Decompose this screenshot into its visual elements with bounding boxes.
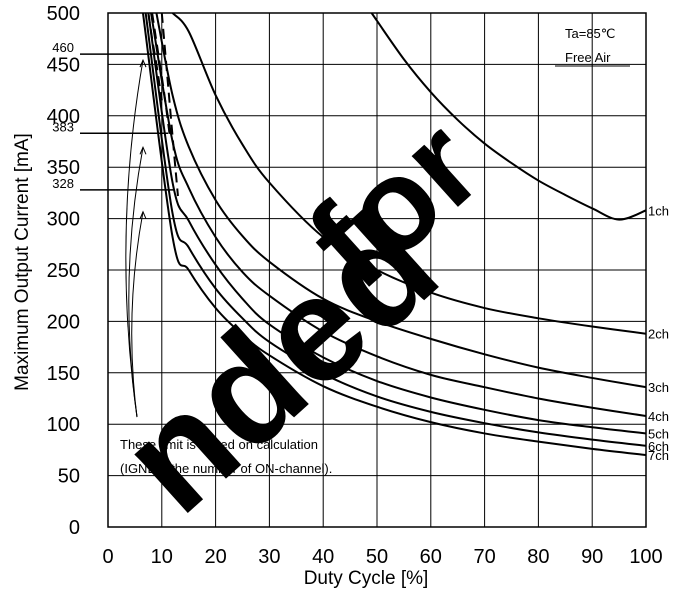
annotations: Ta=85℃ Free Air These limit is based on …	[12, 26, 669, 589]
condition-air: Free Air	[565, 50, 611, 65]
series-line-5ch	[147, 13, 646, 435]
condition-temp: Ta=85℃	[565, 26, 615, 41]
x-axis-title: Duty Cycle [%]	[304, 568, 429, 589]
note-line-1: These limit is based on calculation	[120, 437, 318, 452]
limit-arrowhead	[139, 58, 147, 68]
series-line-3ch	[155, 13, 646, 389]
limit-arrowhead	[139, 146, 147, 155]
x-tick-label: 50	[366, 546, 388, 568]
x-tick-label: 80	[527, 546, 549, 568]
y-axis-title: Maximum Output Current [mA]	[12, 133, 33, 391]
y-tick-label: 400	[47, 106, 80, 128]
series-label-3ch: 3ch	[648, 380, 669, 395]
series-label-5ch: 5ch	[648, 426, 669, 441]
x-tick-label: 60	[420, 546, 442, 568]
note-line-2: (IGND ÷ the number of ON-channel).	[120, 461, 332, 476]
limit-value-label: 460	[52, 40, 74, 55]
y-tick-label: 150	[47, 363, 80, 385]
tick-labels: 0 10 20 30 40 50 60 70 80 90 100 0 50 100 150 200 250 300…	[47, 3, 663, 568]
limit-value-label: 383	[52, 119, 74, 134]
series-label-6ch: 6ch	[648, 439, 669, 454]
limit-arrow	[131, 211, 144, 418]
y-tick-label: 50	[58, 466, 80, 488]
series-line-7ch	[141, 13, 646, 457]
y-tick-label: 250	[47, 260, 80, 282]
x-tick-label: 20	[204, 546, 226, 568]
series-line-1ch	[370, 13, 646, 221]
y-tick-label: 100	[47, 414, 80, 436]
x-tick-label: 90	[581, 546, 603, 568]
limit-arrow	[128, 147, 144, 418]
limit-curve	[151, 12, 171, 137]
limit-curve	[147, 12, 163, 101]
x-tick-label: 0	[102, 546, 113, 568]
series-line-4ch	[150, 13, 646, 417]
series-label-1ch: 1ch	[648, 203, 669, 218]
limit-arrow	[125, 60, 144, 418]
curves	[141, 13, 646, 457]
y-tick-label: 350	[47, 157, 80, 179]
y-tick-label: 450	[47, 54, 80, 76]
y-tick-label: 0	[69, 517, 80, 539]
series-label-4ch: 4ch	[648, 409, 669, 424]
limit-arrowhead	[139, 210, 147, 220]
series-line-6ch	[144, 13, 646, 447]
x-tick-label: 30	[258, 546, 280, 568]
series-label-2ch: 2ch	[648, 327, 669, 342]
y-tick-label: 200	[47, 311, 80, 333]
x-tick-label: 10	[151, 546, 173, 568]
series-line-2ch	[171, 13, 646, 335]
limit-lines: 460 383 328	[52, 12, 179, 418]
x-tick-label: 100	[629, 546, 662, 568]
y-tick-label: 500	[47, 3, 80, 25]
limit-value-label: 328	[52, 176, 74, 191]
series-label-7ch: 7ch	[648, 448, 669, 463]
y-tick-label: 300	[47, 209, 80, 231]
x-tick-label: 70	[473, 546, 495, 568]
x-tick-label: 40	[312, 546, 334, 568]
